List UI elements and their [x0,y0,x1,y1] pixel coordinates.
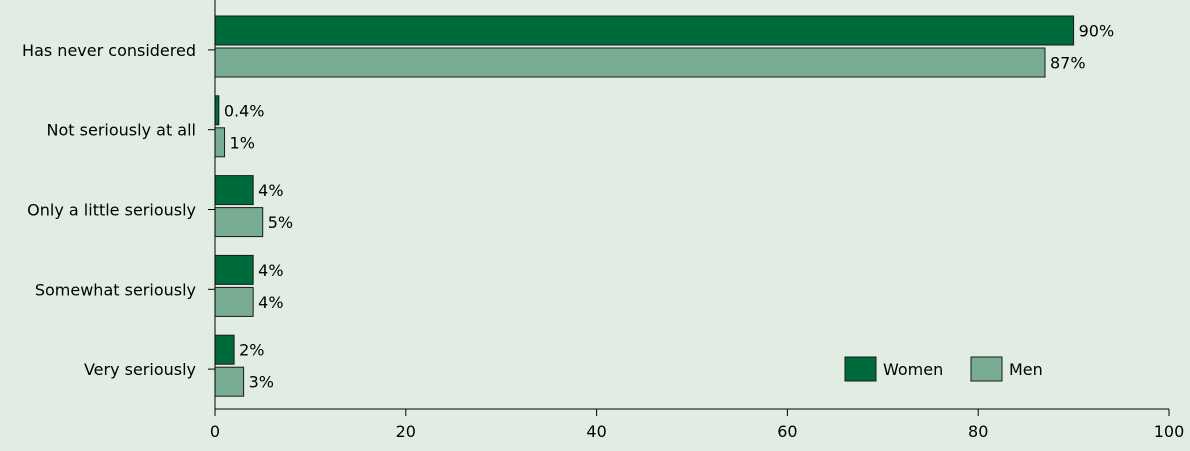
data-label-women-only-a-little-seriously: 4% [258,181,283,200]
data-labels-layer: 90% 87% 0.4% 1% 4% 5% 4% 4% 2% 3% [224,22,1114,392]
data-label-men-only-a-little-seriously: 5% [268,213,293,232]
bar-men-somewhat-seriously [214,286,254,317]
category-label-somewhat-seriously: Somewhat seriously [35,280,196,299]
x-tick-label-0: 0 [210,422,220,441]
data-label-men-somewhat-seriously: 4% [258,293,283,312]
x-tick-label-80: 80 [968,422,988,441]
legend: Women Men [844,356,1043,382]
legend-swatch-men [970,356,1003,382]
category-label-very-seriously: Very seriously [84,360,196,379]
bars-layer [214,15,1075,397]
data-label-women-somewhat-seriously: 4% [258,261,283,280]
bar-women-not-seriously-at-all [214,95,220,126]
x-tick-label-100: 100 [1154,422,1185,441]
bar-men-very-seriously [214,366,245,397]
bar-men-only-a-little-seriously [214,207,264,238]
bar-women-only-a-little-seriously [214,175,254,206]
category-label-not-seriously-at-all: Not seriously at all [47,121,196,140]
category-label-has-never-considered: Has never considered [22,41,196,60]
data-label-men-very-seriously: 3% [249,373,274,392]
legend-swatch-women [844,356,877,382]
data-label-women-very-seriously: 2% [239,341,264,360]
x-tick-label-60: 60 [777,422,797,441]
axes-layer: Has never considered Not seriously at all… [22,0,1184,441]
bar-women-has-never-considered [214,15,1075,46]
x-tick-label-20: 20 [396,422,416,441]
bar-men-has-never-considered [214,47,1046,78]
data-label-men-has-never-considered: 87% [1050,54,1086,73]
category-label-only-a-little-seriously: Only a little seriously [27,201,196,220]
legend-label-men: Men [1009,360,1043,379]
bar-women-very-seriously [214,334,235,365]
x-tick-label-40: 40 [586,422,606,441]
data-label-women-not-seriously-at-all: 0.4% [224,101,265,120]
bar-women-somewhat-seriously [214,254,254,285]
data-label-men-not-seriously-at-all: 1% [230,133,255,152]
data-label-women-has-never-considered: 90% [1079,22,1115,41]
legend-label-women: Women [883,360,943,379]
bar-men-not-seriously-at-all [214,127,226,158]
